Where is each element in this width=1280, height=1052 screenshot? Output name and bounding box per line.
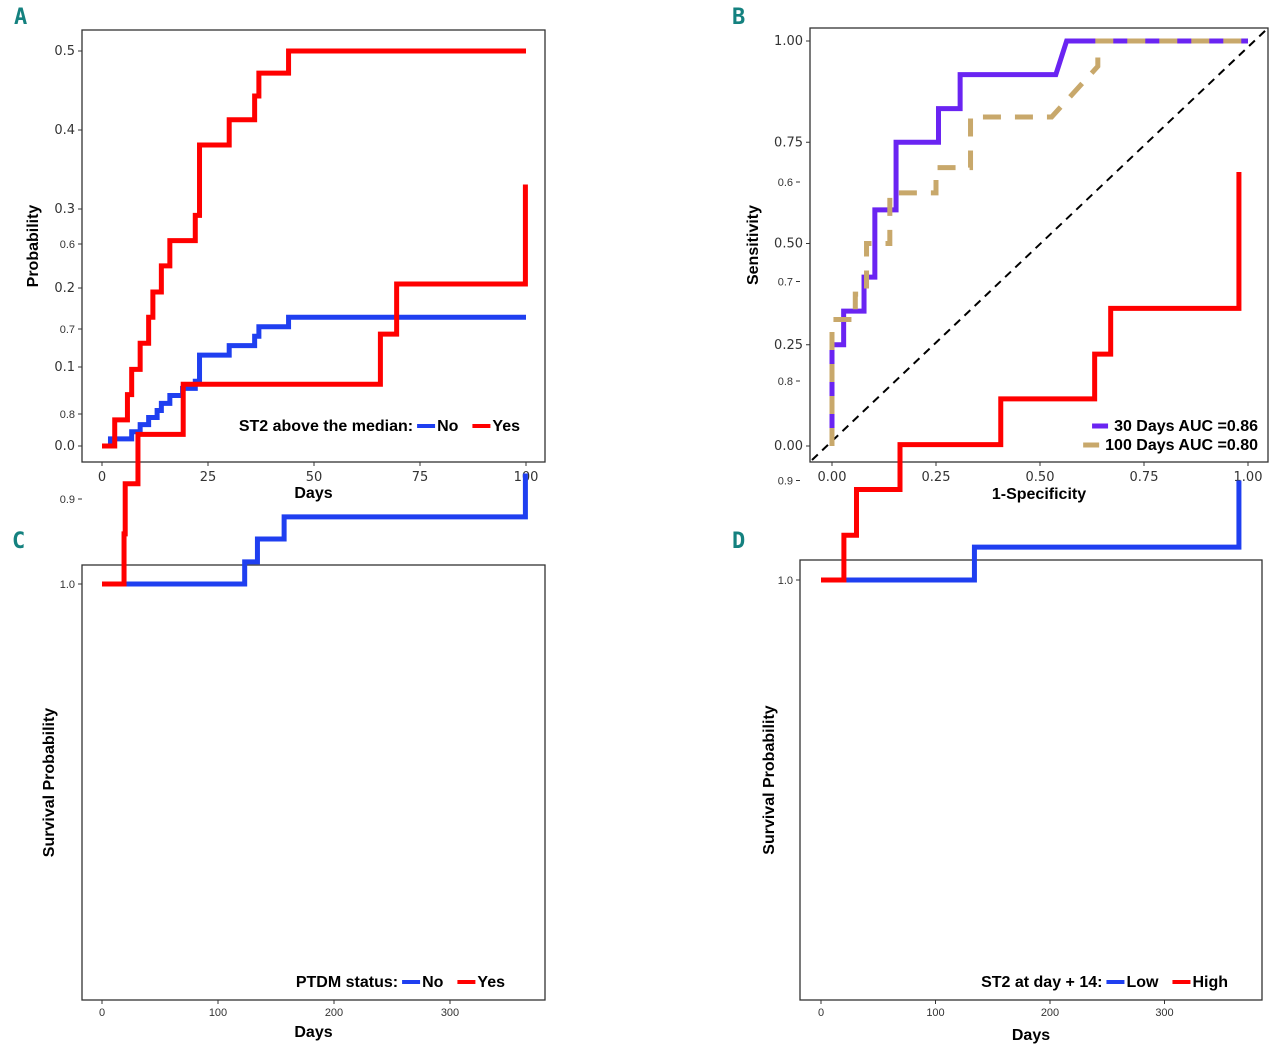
y-tick-label: 0.3 <box>54 202 75 217</box>
plot-frame <box>81 29 546 463</box>
panel-d: D 0 100 200 300 0.6 0.7 0.8 0.9 1.0 Days Survival P… <box>732 172 1263 1044</box>
x-tick-label: 0.00 <box>818 470 847 485</box>
series-line-yes <box>102 48 526 449</box>
legend-title: PTDM status: <box>296 974 398 991</box>
y-tick-label: 0.50 <box>774 237 803 252</box>
panel-c: C 0 100 200 300 0.6 0.7 0.8 0.9 1.0 Days Survival P… <box>12 184 546 1041</box>
series-line-yes <box>102 184 528 587</box>
y-tick-label: 0.1 <box>54 360 75 375</box>
x-tick-label: 200 <box>1041 1007 1059 1019</box>
x-tick-label: 75 <box>412 470 429 485</box>
x-tick-label: 0.50 <box>1026 470 1055 485</box>
y-tick-label: 0.0 <box>54 439 75 454</box>
panel-letter: A <box>14 5 27 30</box>
panel-a: A0 25 50 75 1000.00.10.20.30.40.5DaysProbabi… <box>14 5 546 502</box>
x-axis-title: 1-Specificity <box>992 486 1086 503</box>
x-tick-label: 200 <box>325 1007 343 1019</box>
x-tick-label: 100 <box>926 1007 944 1019</box>
y-tick-label: 0.2 <box>54 281 75 296</box>
y-tick-label: 0.9 <box>778 476 793 488</box>
x-tick-label: 300 <box>1155 1007 1173 1019</box>
x-tick-label: 0 <box>98 470 106 485</box>
x-tick-label: 0.25 <box>922 470 951 485</box>
legend-title: ST2 at day + 14: <box>981 974 1102 991</box>
y-tick-label: 1.00 <box>774 34 803 49</box>
x-axis-title: Days <box>294 485 332 502</box>
x-tick-label: 0 <box>99 1007 105 1019</box>
y-tick-label: 0.6 <box>778 177 793 189</box>
plot-frame <box>81 564 546 1001</box>
reference-line <box>811 29 1267 461</box>
series-line-no <box>102 314 526 449</box>
series-line-no <box>102 473 528 587</box>
y-tick-label: 0.8 <box>60 409 75 421</box>
y-tick-label: 0.5 <box>54 44 75 59</box>
legend-entry-label: 30 Days AUC =0.86 <box>1114 418 1258 435</box>
y-tick-label: 0.9 <box>60 494 75 506</box>
legend-entry-label: No <box>422 974 444 991</box>
y-tick-label: 0.25 <box>774 338 803 353</box>
series-line-30-days-auc-0-86 <box>829 38 1248 446</box>
legend-entry-label: No <box>437 418 459 435</box>
y-tick-label: 0.6 <box>60 239 75 251</box>
y-axis-title: Survival Probability <box>41 708 58 857</box>
y-tick-label: 0.75 <box>774 135 803 150</box>
x-tick-label: 100 <box>209 1007 227 1019</box>
y-axis-title: Sensitivity <box>745 205 762 285</box>
x-tick-label: 50 <box>306 470 323 485</box>
legend-entry-label: Low <box>1126 974 1159 991</box>
legend-entry-label: 100 Days AUC =0.80 <box>1105 437 1258 454</box>
y-tick-label: 1.0 <box>778 575 793 587</box>
x-tick-label: 25 <box>200 470 217 485</box>
legend-entry-label: Yes <box>492 418 520 435</box>
x-axis-title: Days <box>1012 1027 1050 1044</box>
series-line-high <box>821 172 1242 583</box>
series-line-low <box>821 480 1242 583</box>
y-axis-title: Survival Probability <box>761 705 778 854</box>
panel-letter: B <box>732 5 745 30</box>
x-tick-label: 0.75 <box>1130 470 1159 485</box>
plot-frame <box>799 559 1263 1001</box>
y-tick-label: 0.8 <box>778 376 793 388</box>
panel-letter: D <box>732 529 745 554</box>
x-tick-label: 0 <box>818 1007 824 1019</box>
x-tick-label: 300 <box>441 1007 459 1019</box>
y-tick-label: 0.4 <box>54 123 75 138</box>
legend-title: ST2 above the median: <box>239 418 413 435</box>
y-tick-label: 0.7 <box>778 277 793 289</box>
y-tick-label: 0.7 <box>60 324 75 336</box>
series-line-100-days-auc-0-80 <box>829 38 1248 446</box>
panel-letter: C <box>12 529 25 554</box>
x-axis-title: Days <box>294 1024 332 1041</box>
y-axis-title: Probability <box>25 205 42 288</box>
legend-entry-label: Yes <box>477 974 505 991</box>
y-tick-label: 1.0 <box>60 579 75 591</box>
y-tick-label: 0.00 <box>774 439 803 454</box>
legend-entry-label: High <box>1192 974 1228 991</box>
panel-b: B0.00 0.25 0.50 0.75 1.000.000.250.500.751.0… <box>732 5 1269 503</box>
